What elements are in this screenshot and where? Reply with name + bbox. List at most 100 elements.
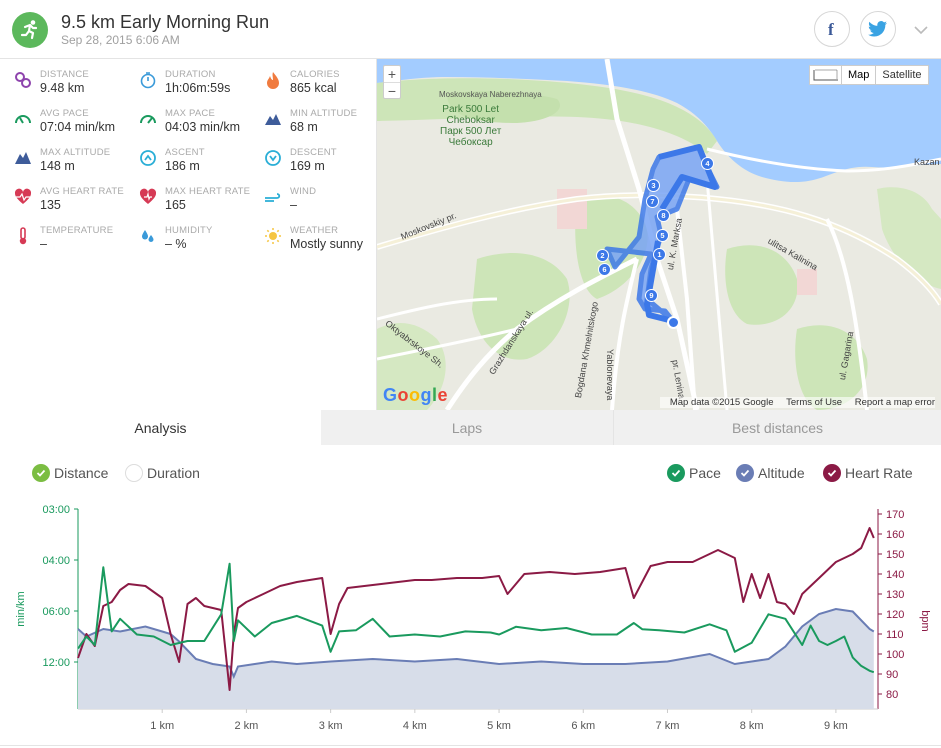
checkmark-icon	[736, 464, 754, 482]
facebook-share-button[interactable]: f	[814, 11, 850, 47]
stat-value: 04:03 min/km	[165, 120, 241, 134]
route-marker[interactable]: 7	[646, 195, 659, 208]
ascent-icon	[139, 149, 157, 167]
stat-value: 9.48 km	[40, 81, 85, 95]
checkmark-icon	[823, 464, 841, 482]
stat-value: 135	[40, 198, 61, 212]
stat-label: TEMPERATURE	[40, 225, 114, 236]
stat-label: AVG PACE	[40, 108, 89, 119]
map-type-control: Map Satellite	[809, 65, 929, 85]
duration-toggle[interactable]: Duration	[125, 464, 200, 482]
stat-value: 1h:06m:59s	[165, 81, 231, 95]
checkmark-icon	[667, 464, 685, 482]
stat-ascent: ASCENT 186 m	[139, 147, 261, 183]
zoom-out-button[interactable]: −	[384, 82, 400, 99]
twitter-icon	[868, 21, 887, 37]
stat-label: CALORIES	[290, 69, 340, 80]
tab-laps[interactable]: Laps	[321, 410, 613, 445]
route-icon	[14, 71, 32, 89]
stat-label: MAX ALTITUDE	[40, 147, 111, 158]
x-tick-label: 2 km	[234, 720, 258, 732]
x-tick-label: 8 km	[740, 720, 764, 732]
stat-temperature: TEMPERATURE –	[14, 225, 136, 261]
stat-value: 865 kcal	[290, 81, 337, 95]
route-marker[interactable]: 3	[647, 179, 660, 192]
route-marker[interactable]: 2	[596, 249, 609, 262]
route-marker[interactable]: 9	[645, 289, 658, 302]
running-icon	[12, 12, 48, 48]
route-marker[interactable]: 6	[598, 263, 611, 276]
thermometer-icon	[14, 227, 32, 245]
stat-label: MIN ALTITUDE	[290, 108, 358, 119]
map-label-park: Park 500 Let Cheboksar Парк 500 Лет Чебо…	[440, 104, 502, 148]
stat-label: MAX PACE	[165, 108, 215, 119]
stat-label: DURATION	[165, 69, 216, 80]
right-tick-label: 110	[886, 629, 904, 641]
right-axis-label: bpm	[919, 610, 931, 631]
stat-weather: WEATHER Mostly sunny	[264, 225, 386, 261]
mountain-icon	[264, 110, 282, 128]
zoom-in-button[interactable]: +	[387, 66, 397, 82]
route-marker[interactable]: 5	[656, 229, 669, 242]
map-type-map-button[interactable]: Map	[848, 69, 870, 81]
right-tick-label: 140	[886, 569, 904, 581]
terms-link[interactable]: Terms of Use	[786, 397, 843, 408]
distance-toggle[interactable]: Distance	[32, 464, 108, 482]
divider	[0, 745, 941, 746]
x-tick-label: 7 km	[656, 720, 680, 732]
twitter-share-button[interactable]	[860, 11, 896, 47]
route-marker[interactable]: 8	[657, 209, 670, 222]
distance-label: Distance	[54, 465, 109, 481]
fullscreen-icon	[813, 69, 838, 81]
fullscreen-button[interactable]	[810, 66, 842, 84]
stat-value: 148 m	[40, 159, 75, 173]
right-tick-label: 170	[886, 509, 904, 521]
route-marker[interactable]: 4	[701, 157, 714, 170]
heart-rate-line	[77, 527, 875, 691]
right-tick-label: 100	[886, 649, 904, 661]
stat-value: – %	[165, 237, 187, 251]
map-attribution: Map data ©2015 Google Terms of Use Repor…	[659, 397, 935, 408]
activity-header: 9.5 km Early Morning Run Sep 28, 2015 6:…	[0, 0, 941, 59]
flame-icon	[264, 71, 282, 89]
descent-icon	[264, 149, 282, 167]
heart-pulse-icon	[14, 188, 32, 206]
x-tick-label: 1 km	[150, 720, 174, 732]
x-tick-label: 9 km	[824, 720, 848, 732]
analysis-tabs: Analysis Laps Best distances	[0, 410, 941, 445]
map-type-satellite-button[interactable]: Satellite	[875, 66, 927, 84]
report-map-error-link[interactable]: Report a map error	[854, 397, 935, 408]
zoom-control: + −	[383, 65, 401, 99]
chevron-down-icon[interactable]	[914, 22, 928, 40]
stat-calories: CALORIES 865 kcal	[264, 69, 386, 105]
stat-label: DESCENT	[290, 147, 337, 158]
duration-label: Duration	[147, 465, 200, 481]
route-marker[interactable]: 1	[653, 248, 666, 261]
start-pin-icon[interactable]	[667, 316, 680, 329]
stat-value: Mostly sunny	[290, 237, 363, 251]
wind-icon	[264, 188, 282, 206]
right-tick-label: 120	[886, 609, 904, 621]
chart-legend: Distance Duration Pace Altitude Heart Ra…	[0, 462, 941, 486]
left-tick-label: 06:00	[42, 606, 70, 618]
activity-date: Sep 28, 2015 6:06 AM	[61, 33, 180, 47]
stat-avg-heart-rate: AVG HEART RATE 135	[14, 186, 136, 222]
map-label-yabloneva: Yablonevaya	[605, 349, 615, 401]
tab-best-distances[interactable]: Best distances	[613, 410, 941, 445]
heart-max-icon	[139, 188, 157, 206]
heart-rate-toggle[interactable]: Heart Rate	[823, 464, 913, 482]
facebook-icon: f	[828, 20, 834, 38]
route-map[interactable]: Moskovskaya Naberezhnaya Park 500 Let Ch…	[377, 59, 941, 410]
x-tick-label: 6 km	[571, 720, 595, 732]
stat-descent: DESCENT 169 m	[264, 147, 386, 183]
stat-label: MAX HEART RATE	[165, 186, 251, 197]
analysis-chart[interactable]: 03:00 04:00 06:00 12:00 min/km 80 90 100 110 120 1…	[0, 495, 941, 740]
stat-value: –	[290, 198, 297, 212]
altitude-toggle[interactable]: Altitude	[736, 464, 805, 482]
stats-panel: DISTANCE 9.48 km DURATION 1h:06m:59s CALORIE…	[0, 59, 377, 410]
pace-toggle[interactable]: Pace	[667, 464, 721, 482]
tab-analysis[interactable]: Analysis	[0, 410, 321, 445]
mountain-peak-icon	[14, 149, 32, 167]
pace-label: Pace	[689, 465, 721, 481]
droplets-icon	[139, 227, 157, 245]
